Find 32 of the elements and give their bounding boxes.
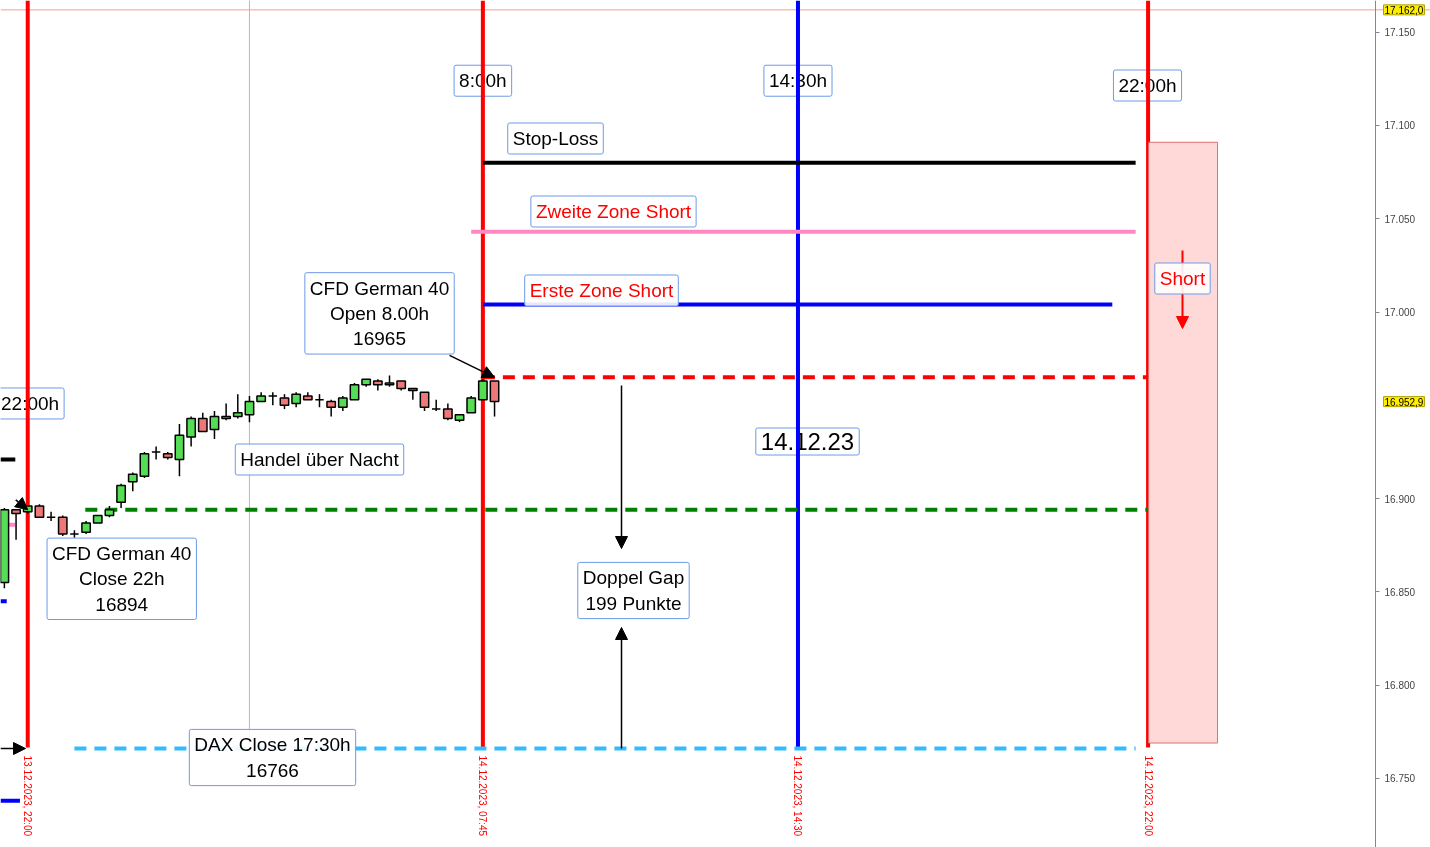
y-tick-label: 17.150 (1384, 27, 1416, 39)
ref-line-label: 17.162,0 (1384, 4, 1424, 16)
candlestick (407, 387, 418, 401)
candlestick (419, 391, 430, 412)
y-tick-label: 17.100 (1384, 120, 1416, 132)
candlestick (116, 482, 127, 509)
candlestick (221, 402, 232, 422)
x-tick-label: 14.12.2023, 07:45 (477, 755, 489, 837)
candlestick (57, 514, 68, 537)
annotation: Erste Zone Short (529, 280, 675, 301)
candlestick (197, 412, 208, 433)
x-tick-label: 14.12.2023, 14:30 (792, 755, 804, 837)
x-tick-label: 14.12.2023, 22:00 (1142, 755, 1154, 837)
candlestick (489, 380, 500, 418)
annotation: 16.952,9 (1384, 396, 1424, 408)
annotation: CFD German 40 Open 8.00h 16965 (309, 277, 450, 350)
y-tick-label: 16.750 (1384, 773, 1416, 785)
y-tick-label: 16.900 (1384, 493, 1416, 505)
candlestick (232, 393, 243, 420)
annotation: Zweite Zone Short (535, 201, 692, 222)
x-tick-label: 13.12.2023, 22:00 (22, 755, 34, 837)
annotation: Handel über Nacht (240, 449, 400, 470)
annotation: Short (1159, 268, 1206, 289)
annotation: Doppel Gap 199 Punkte (582, 567, 685, 614)
y-tick-label: 17.000 (1384, 307, 1416, 319)
annotation: DAX Close 17:30h 16766 (194, 734, 351, 781)
candlestick (186, 415, 197, 448)
annotation: Stop-Loss (512, 128, 599, 149)
y-tick-label: 17.050 (1384, 213, 1416, 225)
y-tick-label: 16.850 (1384, 586, 1416, 598)
y-tick-label: 16.800 (1384, 680, 1416, 692)
annotation: CFD German 40 Close 22h 16894 (52, 543, 192, 615)
